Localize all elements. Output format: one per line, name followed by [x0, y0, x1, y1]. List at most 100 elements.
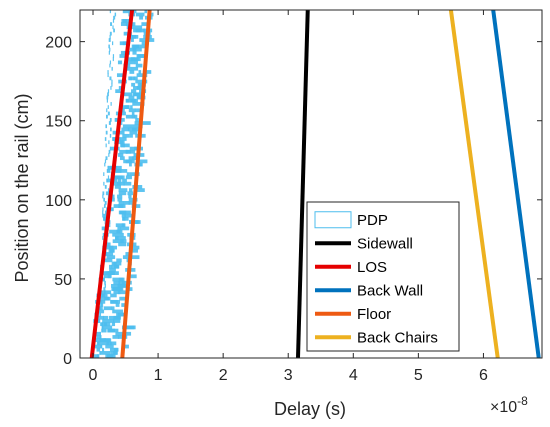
pdp-segment [119, 149, 128, 154]
pdp-segment [99, 331, 101, 336]
pdp-segment [136, 95, 145, 100]
series-line-sidewall [295, 10, 310, 358]
pdp-segment [135, 117, 139, 122]
pdp-segment [119, 140, 124, 145]
pdp-segment [123, 200, 130, 205]
pdp-segment [107, 165, 110, 170]
pdp-segment [107, 111, 110, 116]
pdp-segment [103, 204, 106, 208]
pdp-segment [132, 50, 137, 55]
pdp-segment [97, 341, 100, 346]
pdp-segment [109, 229, 117, 234]
pdp-segment [96, 341, 110, 346]
pdp-segment [124, 325, 136, 330]
pdp-segment [111, 284, 115, 288]
pdp-segment [105, 344, 114, 349]
pdp-segment [106, 114, 108, 119]
pdp-segment [122, 133, 130, 138]
x-tick-label: 6 [479, 367, 488, 384]
pdp-segment [113, 28, 115, 33]
pdp-segment [103, 226, 105, 231]
y-tick-label: 0 [63, 351, 72, 368]
pdp-segment [100, 299, 103, 304]
pdp-segment [107, 89, 110, 94]
pdp-segment [136, 44, 146, 49]
pdp-segment [116, 73, 126, 78]
pdp-segment [107, 70, 109, 74]
pdp-segment [110, 341, 117, 346]
pdp-segment [102, 258, 113, 263]
pdp-segment [106, 98, 108, 103]
pdp-segment [108, 121, 111, 125]
series-line-floor [120, 10, 152, 358]
pdp-segment [103, 216, 106, 221]
pdp-segment [104, 200, 107, 205]
pdp-segment [109, 347, 118, 352]
pdp-segment [99, 335, 101, 339]
pdp-segment [113, 290, 121, 295]
pdp-segment [129, 70, 135, 74]
pdp-segment [108, 149, 111, 154]
pdp-segment [106, 169, 108, 173]
pdp-segment [108, 50, 110, 55]
pdp-segment [127, 255, 140, 260]
pdp-segment [122, 216, 129, 221]
pdp-segment [105, 143, 107, 148]
pdp-segment [102, 207, 104, 212]
pdp-segment [101, 293, 104, 298]
pdp-segment [117, 284, 129, 288]
pdp-segment [136, 73, 147, 78]
pdp-segment [107, 328, 115, 333]
pdp-segment [118, 111, 126, 116]
pdp-segment [119, 54, 129, 58]
pdp-segment [116, 258, 122, 263]
pdp-segment [113, 351, 117, 355]
pdp-segment [142, 70, 152, 74]
pdp-segment [119, 296, 129, 301]
pdp-segment [106, 95, 109, 100]
pdp-segment [112, 232, 124, 237]
pdp-segment [128, 194, 132, 199]
pdp-segment [109, 76, 112, 81]
pdp-segment [119, 210, 131, 215]
plot-area [89, 6, 541, 358]
pdp-segment [102, 319, 115, 323]
y-tick-label: 50 [54, 272, 72, 289]
pdp-segment [107, 105, 109, 109]
pdp-segment [103, 213, 109, 218]
legend-label-pdp: PDP [357, 212, 388, 229]
x-axis-label: Delay (s) [274, 399, 346, 419]
pdp-segment [127, 6, 135, 10]
pdp-segment [131, 111, 135, 116]
pdp-segment [128, 108, 136, 113]
pdp-segment [94, 344, 103, 349]
pdp-segment [101, 322, 104, 327]
legend-label-los: LOS [357, 259, 387, 276]
pdp-segment [117, 290, 126, 295]
pdp-segment [117, 178, 122, 183]
pdp-segment [102, 347, 105, 352]
pdp-segment [121, 213, 126, 218]
pdp-segment [113, 169, 122, 173]
pdp-segment [115, 331, 125, 336]
pdp-segment [111, 66, 113, 71]
pdp-segment [129, 274, 137, 279]
pdp-segment [140, 121, 151, 125]
pdp-segment [138, 70, 142, 74]
pdp-segment [112, 335, 120, 339]
pdp-segment [117, 194, 123, 199]
pdp-segment [110, 127, 112, 132]
pdp-segment [109, 31, 112, 36]
pdp-segment [118, 153, 124, 157]
pdp-segment [112, 41, 114, 46]
pdp-segment [115, 303, 120, 307]
pdp-segment [115, 89, 121, 94]
pdp-segment [99, 338, 101, 343]
pdp-segment [96, 354, 99, 358]
pdp-segment [110, 293, 117, 298]
pdp-segment [111, 79, 113, 84]
pdp-segment [111, 181, 121, 186]
pdp-segment [111, 82, 113, 87]
pdp-segment [131, 89, 137, 94]
pdp-segment [131, 245, 140, 250]
